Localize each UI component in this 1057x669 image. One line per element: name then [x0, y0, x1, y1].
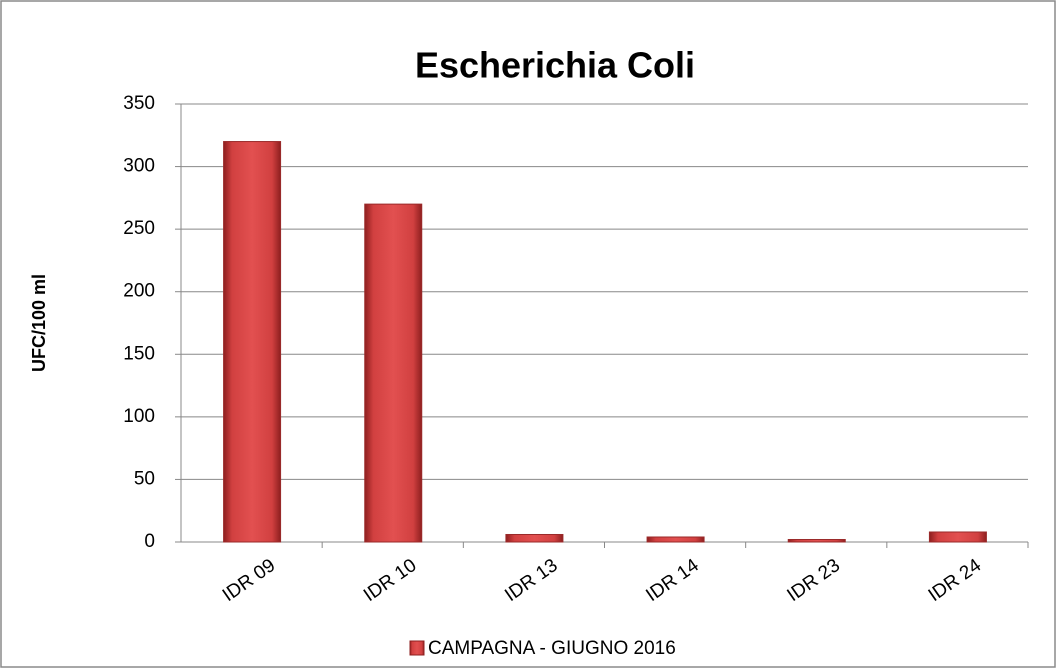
- bar: [364, 203, 423, 543]
- bar: [505, 533, 564, 543]
- y-tick-label: 300: [123, 156, 155, 177]
- bar: [646, 536, 705, 543]
- y-tick-label: 100: [123, 406, 155, 427]
- bar: [223, 141, 282, 543]
- bar: [787, 538, 846, 543]
- y-tick-label: 250: [123, 218, 155, 239]
- y-tick-label: 350: [123, 93, 155, 114]
- y-tick-label: 0: [144, 531, 155, 552]
- y-tick-label: 50: [134, 468, 155, 489]
- y-axis-label: UFC/100 ml: [29, 274, 49, 372]
- legend: CAMPAGNA - GIUGNO 2016: [409, 638, 676, 659]
- legend-swatch: [409, 640, 425, 656]
- chart-title: Escherichia Coli: [415, 45, 695, 86]
- y-tick-label: 150: [123, 343, 155, 364]
- y-tick-label: 200: [123, 281, 155, 302]
- bar: [928, 531, 987, 543]
- legend-label: CAMPAGNA - GIUGNO 2016: [428, 638, 676, 659]
